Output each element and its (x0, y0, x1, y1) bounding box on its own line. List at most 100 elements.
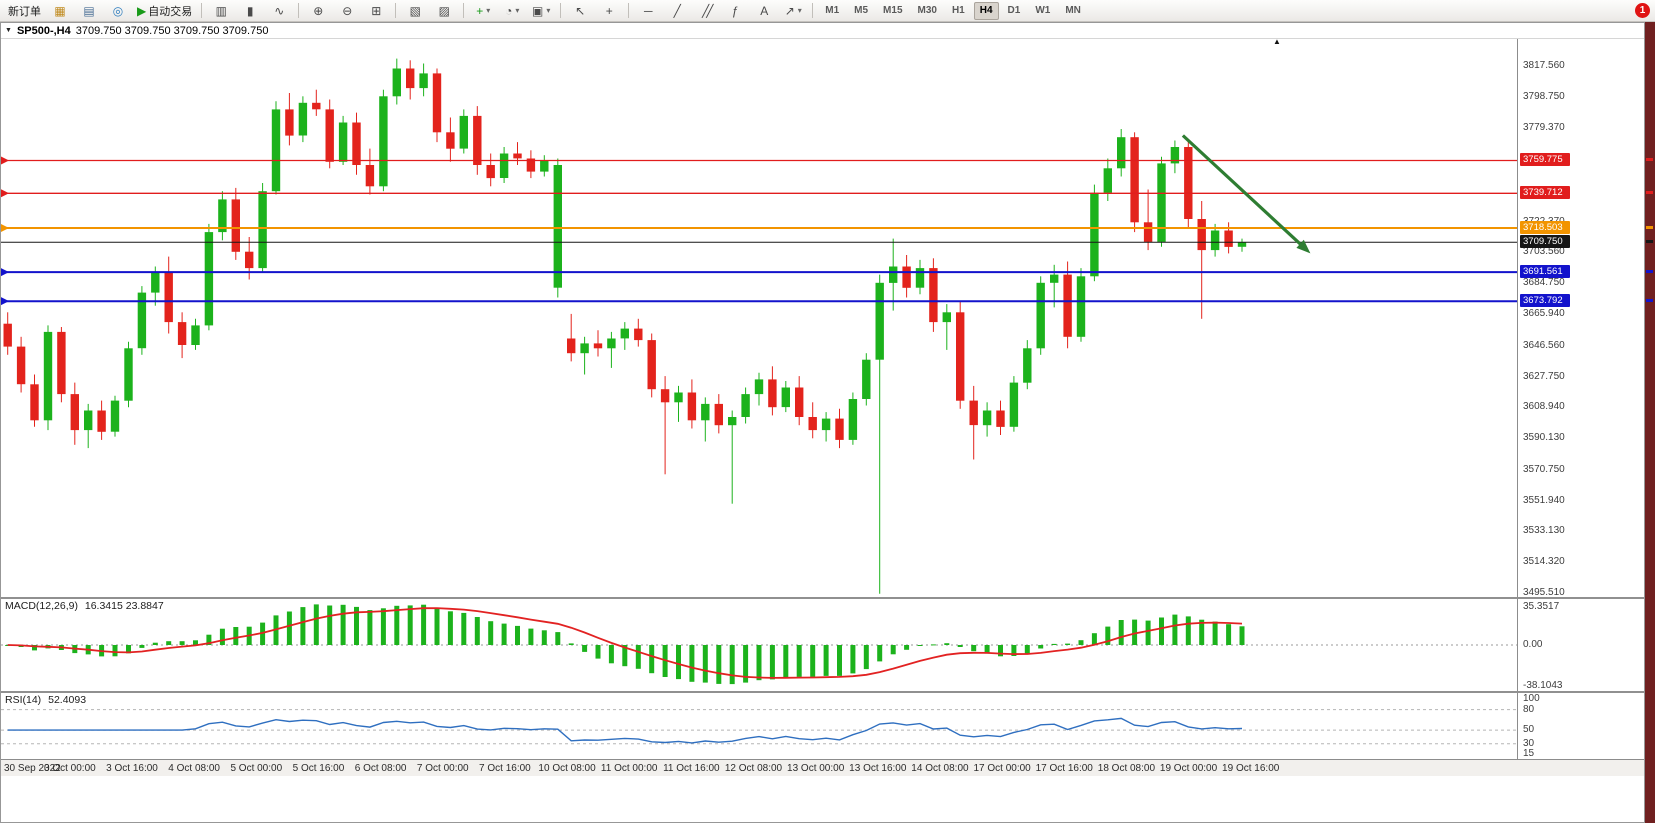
macd-histogram-bar (139, 645, 145, 648)
rsi-value: 52.4093 (48, 694, 87, 706)
macd-histogram-bar (998, 645, 1003, 657)
profile-icon: ▦ (54, 3, 66, 18)
trendline-icon[interactable]: ╱ (663, 1, 691, 21)
timeframe-button-w1[interactable]: W1 (1035, 5, 1051, 16)
candle (821, 418, 831, 431)
arrow-objects-icon[interactable]: ↗ ▾ (779, 1, 807, 21)
autotrading-button[interactable]: ▶ 自动交易 (133, 1, 196, 21)
macd-histogram-bar (555, 632, 561, 645)
period-button[interactable]: ◔ ▾ (498, 1, 526, 21)
timeframe-button-m5[interactable]: M5 (854, 5, 869, 16)
bar-chart-icon[interactable]: ▥ (207, 1, 235, 21)
zoom-out-icon[interactable]: ⊖ (333, 1, 361, 21)
price-tick-label: 3646.560 (1523, 339, 1565, 351)
time-tick-label: 12 Oct 08:00 (724, 763, 783, 774)
timeframe-button-m30[interactable]: M30 (917, 5, 937, 16)
macd-histogram-bar (1024, 645, 1030, 654)
chart-shift-marker[interactable]: ▲ (1273, 37, 1281, 46)
cursor-icon[interactable]: ↖ (566, 1, 594, 21)
macd-histogram-bar (300, 607, 306, 645)
arrange-windows-icon[interactable]: ▧ (401, 1, 429, 21)
timeframe-button-mn[interactable]: MN (1065, 5, 1081, 16)
macd-histogram-bar (743, 645, 749, 683)
candle (258, 191, 267, 269)
chevron-down-icon: ▾ (797, 6, 802, 15)
candle (1023, 348, 1032, 383)
macd-histogram-bar (1105, 626, 1111, 645)
candle (97, 410, 106, 432)
macd-histogram-bar (434, 607, 440, 645)
chart-titlebar: ▼ SP500-,H4 3709.750 3709.750 3709.750 3… (1, 23, 1644, 39)
macd-histogram-bar (501, 623, 507, 645)
cursor-icon: ↖ (575, 3, 586, 18)
candle (352, 122, 361, 165)
candle (110, 400, 120, 432)
time-tick-label: 18 Oct 08:00 (1097, 763, 1156, 774)
time-tick-label: 5 Oct 16:00 (292, 763, 345, 774)
template-icon: ▣ (532, 3, 544, 18)
time-axis[interactable]: 30 Sep 2022 3 Oct 00:00 3 Oct 16:00 4 Oct 0… (1, 759, 1644, 776)
candle (191, 325, 200, 345)
add-indicator-button[interactable]: + ▾ (469, 1, 497, 21)
candlestick-icon[interactable]: ▮ (236, 1, 264, 21)
price-tick-label: 3684.750 (1523, 277, 1565, 289)
rsi-axis[interactable]: 100 80 50 30 15 (1517, 693, 1644, 759)
panel-separator[interactable] (1, 597, 1644, 599)
cascade-windows-icon[interactable]: ▨ (430, 1, 458, 21)
template-button[interactable]: ▣ ▾ (527, 1, 555, 21)
macd-histogram-bar (1145, 620, 1151, 645)
trend-arrow-head[interactable] (1296, 239, 1311, 254)
macd-histogram-bar (1065, 643, 1071, 645)
candle (1130, 137, 1139, 223)
main-chart-svg[interactable] (1, 39, 1517, 597)
candle (647, 340, 656, 390)
trend-arrow[interactable] (1181, 134, 1306, 250)
price-axis[interactable]: 3817.5603798.7503779.3703722.3703703.560… (1517, 39, 1644, 598)
price-tick-label: 3570.750 (1523, 463, 1565, 475)
market-depth-icon[interactable]: ▤ (75, 1, 103, 21)
crosshair-icon[interactable]: + (595, 1, 623, 21)
candle (124, 348, 133, 401)
timeframe-button-m1[interactable]: M1 (825, 5, 840, 16)
macd-histogram-bar (179, 641, 185, 645)
community-icon[interactable]: ◎ (104, 1, 132, 21)
macd-histogram-bar (461, 612, 467, 645)
rsi-tick-label: 50 (1523, 724, 1535, 736)
panel-separator[interactable] (1, 691, 1644, 693)
rsi-svg[interactable] (1, 693, 1517, 759)
time-tick-label: 5 Oct 00:00 (230, 763, 283, 774)
text-label-icon[interactable]: A (750, 1, 778, 21)
macd-histogram-bar (1011, 645, 1017, 656)
macd-svg[interactable] (1, 599, 1517, 691)
tile-windows-icon: ⊞ (371, 3, 382, 18)
tile-windows-icon[interactable]: ⊞ (362, 1, 390, 21)
timeframe-button-h1[interactable]: H1 (951, 5, 965, 16)
chart-menu-icon[interactable]: ▼ (5, 27, 12, 34)
profile-icon[interactable]: ▦ (46, 1, 74, 21)
macd-tick-label: 0.00 (1523, 639, 1543, 650)
fibonacci-icon[interactable]: ƒ (721, 1, 749, 21)
candle (1103, 168, 1112, 193)
notification-badge[interactable]: 1 (1635, 3, 1650, 18)
macd-axis[interactable]: 35.3517 0.00 -38.1043 (1517, 599, 1644, 691)
horizontal-line-icon[interactable]: ─ (634, 1, 662, 21)
timeframe-button-d1[interactable]: D1 (1007, 5, 1021, 16)
candle (84, 410, 93, 431)
window-edge-strip (1645, 22, 1655, 823)
candle (204, 232, 214, 326)
macd-panel: MACD(12,26,9) 16.3415 23.8847 35.3517 0.0… (1, 599, 1644, 691)
new-order-button[interactable]: 新订单 (4, 1, 45, 21)
timeframe-button-m15[interactable]: M15 (883, 5, 903, 16)
price-tick-label: 3533.130 (1523, 525, 1565, 537)
zoom-in-icon[interactable]: ⊕ (304, 1, 332, 21)
timeframe-button-h4[interactable]: H4 (973, 1, 999, 20)
macd-histogram-bar (1239, 626, 1245, 645)
candle (593, 343, 603, 349)
candle (70, 394, 79, 431)
macd-histogram-bar (984, 645, 990, 654)
candle (607, 338, 616, 349)
equidistant-channel-icon[interactable]: ╱╱ (692, 1, 720, 21)
candle (795, 387, 804, 417)
line-chart-icon[interactable]: ∿ (265, 1, 293, 21)
price-tick-label: 3798.750 (1523, 90, 1565, 102)
